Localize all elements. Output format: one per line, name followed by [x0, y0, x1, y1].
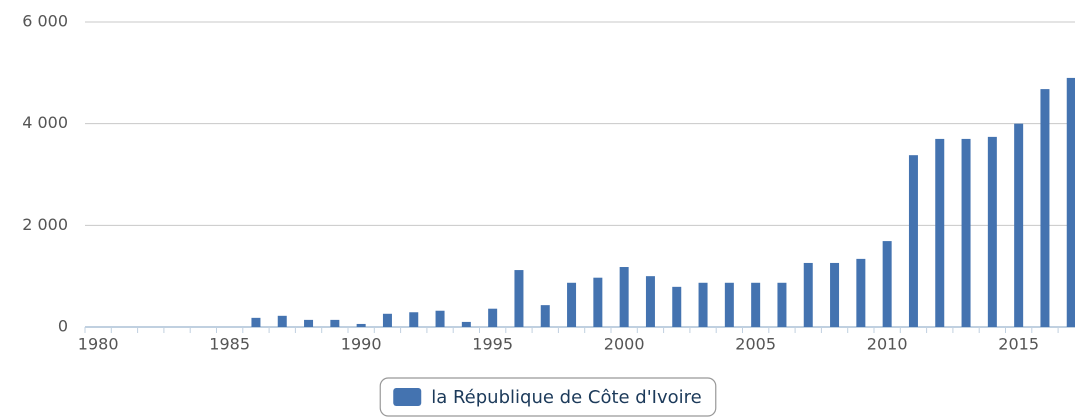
bar — [830, 262, 840, 327]
y-tick-label: 6 000 — [22, 12, 68, 31]
bar — [1040, 89, 1050, 327]
x-tick-label: 1980 — [78, 335, 119, 354]
bar — [751, 282, 761, 327]
bar — [882, 241, 892, 327]
x-tick-label: 1990 — [341, 335, 382, 354]
bar — [672, 286, 682, 327]
y-tick-label: 4 000 — [22, 113, 68, 132]
bar — [908, 155, 918, 327]
bar — [277, 315, 287, 327]
bar — [304, 319, 314, 327]
bar — [593, 277, 603, 327]
bar — [777, 282, 787, 327]
bar — [540, 305, 550, 327]
x-tick-label: 2005 — [735, 335, 776, 354]
bar — [961, 138, 971, 327]
x-tick-label: 2010 — [867, 335, 908, 354]
bar — [619, 267, 629, 327]
bar — [645, 276, 655, 327]
bar — [382, 313, 392, 327]
bar — [514, 270, 524, 327]
legend-box — [379, 377, 717, 417]
bar — [987, 136, 997, 327]
bar — [698, 282, 708, 327]
bar — [935, 138, 945, 327]
bar — [330, 319, 340, 327]
bar — [1066, 77, 1075, 328]
x-tick-label: 1995 — [472, 335, 513, 354]
bar — [856, 258, 866, 327]
bar — [461, 321, 471, 327]
bar — [1014, 123, 1024, 328]
bar — [251, 317, 261, 327]
bar — [803, 262, 813, 327]
x-tick-label: 1985 — [209, 335, 250, 354]
bar — [356, 323, 366, 327]
legend-swatch — [393, 388, 422, 406]
y-tick-label: 0 — [58, 317, 68, 336]
bar — [488, 308, 498, 327]
bar — [724, 282, 734, 327]
x-tick-label: 2015 — [998, 335, 1039, 354]
legend-label: la République de Côte d'Ivoire — [431, 387, 702, 408]
y-tick-label: 2 000 — [22, 215, 68, 234]
bar — [567, 282, 577, 327]
x-tick-label: 2000 — [604, 335, 645, 354]
bar — [435, 310, 445, 327]
bar — [409, 312, 419, 327]
